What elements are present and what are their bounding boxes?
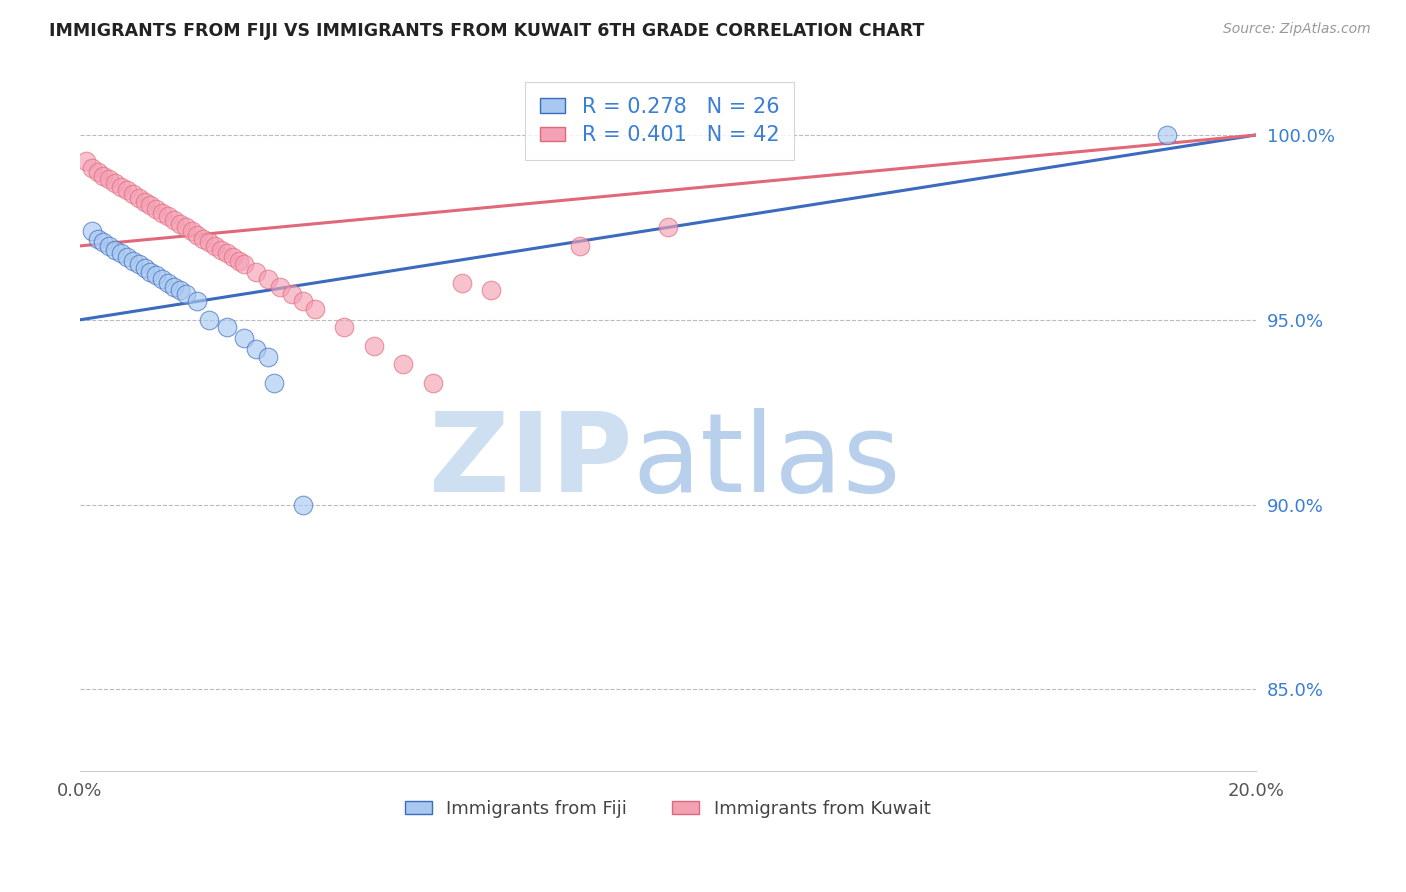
Point [1156, 128, 1178, 142]
Point [392, 357, 415, 371]
Text: ZIP: ZIP [429, 409, 633, 516]
Point [86, 231, 108, 245]
Point [115, 250, 138, 264]
Point [198, 313, 221, 327]
Point [163, 213, 186, 227]
Point [174, 220, 197, 235]
Point [451, 276, 474, 290]
Point [174, 287, 197, 301]
Point [93, 235, 115, 250]
Point [86, 165, 108, 179]
Point [292, 294, 315, 309]
Point [479, 283, 502, 297]
Point [269, 279, 291, 293]
Point [134, 194, 156, 209]
Point [215, 246, 238, 260]
Point [110, 246, 132, 260]
Point [204, 239, 226, 253]
Point [145, 268, 167, 283]
Point [209, 243, 232, 257]
Point [128, 257, 150, 271]
Point [304, 301, 326, 316]
Point [80, 224, 103, 238]
Point [110, 179, 132, 194]
Point [139, 198, 162, 212]
Point [422, 376, 444, 390]
Text: atlas: atlas [633, 409, 901, 516]
Point [193, 231, 215, 245]
Point [180, 224, 202, 238]
Point [257, 350, 280, 364]
Point [75, 153, 97, 168]
Point [134, 261, 156, 276]
Point [186, 294, 208, 309]
Point [98, 239, 121, 253]
Point [121, 187, 143, 202]
Text: Source: ZipAtlas.com: Source: ZipAtlas.com [1223, 22, 1371, 37]
Point [169, 217, 191, 231]
Point [228, 253, 250, 268]
Point [568, 239, 591, 253]
Point [104, 243, 127, 257]
Point [363, 339, 385, 353]
Point [233, 257, 256, 271]
Point [145, 202, 167, 216]
Text: IMMIGRANTS FROM FIJI VS IMMIGRANTS FROM KUWAIT 6TH GRADE CORRELATION CHART: IMMIGRANTS FROM FIJI VS IMMIGRANTS FROM … [49, 22, 925, 40]
Point [80, 161, 103, 176]
Point [257, 272, 280, 286]
Point [245, 265, 267, 279]
Point [215, 320, 238, 334]
Point [104, 176, 127, 190]
Point [245, 343, 267, 357]
Point [157, 210, 180, 224]
Point [157, 276, 180, 290]
Point [93, 169, 115, 183]
Point [292, 498, 315, 512]
Point [128, 191, 150, 205]
Point [263, 376, 285, 390]
Point [98, 172, 121, 186]
Point [222, 250, 245, 264]
Point [657, 220, 679, 235]
Point [150, 272, 173, 286]
Point [121, 253, 143, 268]
Point [333, 320, 356, 334]
Point [115, 184, 138, 198]
Legend: Immigrants from Fiji, Immigrants from Kuwait: Immigrants from Fiji, Immigrants from Ku… [398, 792, 938, 825]
Point [139, 265, 162, 279]
Point [169, 283, 191, 297]
Point [233, 331, 256, 345]
Point [198, 235, 221, 250]
Point [280, 287, 302, 301]
Point [186, 227, 208, 242]
Point [150, 205, 173, 219]
Point [163, 279, 186, 293]
